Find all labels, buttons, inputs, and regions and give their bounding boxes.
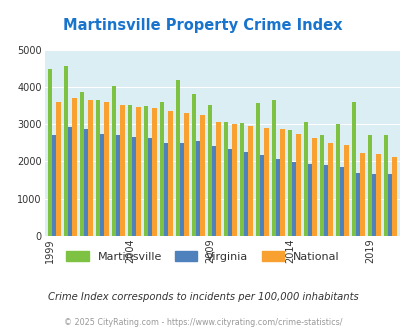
Bar (136, 107, 141, 236)
Bar (355, 173, 360, 236)
Bar (360, 153, 364, 236)
Bar (216, 122, 220, 236)
Text: © 2025 CityRating.com - https://www.cityrating.com/crime-statistics/: © 2025 CityRating.com - https://www.city… (64, 318, 341, 327)
Bar (68, 127, 72, 236)
Bar (223, 122, 228, 236)
Bar (312, 138, 316, 236)
Bar (375, 154, 380, 236)
Bar (96, 100, 100, 236)
Bar (271, 100, 275, 236)
Bar (371, 174, 375, 236)
Bar (132, 137, 136, 236)
Bar (116, 135, 120, 236)
Bar (292, 162, 296, 236)
Bar (100, 134, 104, 236)
Bar (84, 129, 88, 236)
Bar (120, 105, 124, 236)
Bar (323, 165, 328, 236)
Bar (175, 80, 180, 236)
Bar (104, 102, 109, 236)
Text: Crime Index corresponds to incidents per 100,000 inhabitants: Crime Index corresponds to incidents per… (47, 292, 358, 302)
Bar (72, 98, 77, 236)
Bar (64, 66, 68, 236)
Bar (296, 134, 300, 236)
Bar (287, 130, 292, 236)
Bar (52, 135, 56, 236)
Bar (191, 94, 196, 236)
Bar (335, 124, 339, 236)
Bar (264, 128, 268, 236)
Bar (200, 115, 204, 236)
Bar (307, 164, 312, 236)
Bar (248, 126, 252, 236)
Bar (228, 149, 232, 236)
Bar (303, 122, 307, 236)
Bar (280, 129, 284, 236)
Text: Martinsville Property Crime Index: Martinsville Property Crime Index (63, 18, 342, 33)
Bar (367, 135, 371, 236)
Bar (255, 103, 260, 236)
Bar (80, 92, 84, 236)
Bar (232, 124, 236, 236)
Bar (196, 141, 200, 236)
Legend: Martinsville, Virginia, National: Martinsville, Virginia, National (66, 250, 339, 262)
Bar (56, 102, 61, 236)
Bar (148, 138, 152, 236)
Bar (319, 135, 323, 236)
Bar (383, 135, 387, 236)
Bar (168, 111, 173, 236)
Bar (184, 113, 188, 236)
Bar (343, 145, 348, 236)
Bar (88, 100, 92, 236)
Bar (180, 143, 184, 236)
Bar (239, 123, 243, 236)
Bar (143, 106, 148, 236)
Bar (164, 143, 168, 236)
Bar (48, 69, 52, 236)
Bar (160, 102, 164, 236)
Bar (351, 102, 355, 236)
Bar (328, 143, 332, 236)
Bar (211, 146, 216, 236)
Bar (111, 86, 116, 236)
Bar (128, 106, 132, 236)
Bar (275, 159, 280, 236)
Bar (243, 152, 248, 236)
Bar (387, 174, 392, 236)
Bar (207, 106, 211, 236)
Bar (260, 155, 264, 236)
Bar (339, 167, 343, 236)
Bar (392, 157, 396, 236)
Bar (152, 108, 156, 236)
